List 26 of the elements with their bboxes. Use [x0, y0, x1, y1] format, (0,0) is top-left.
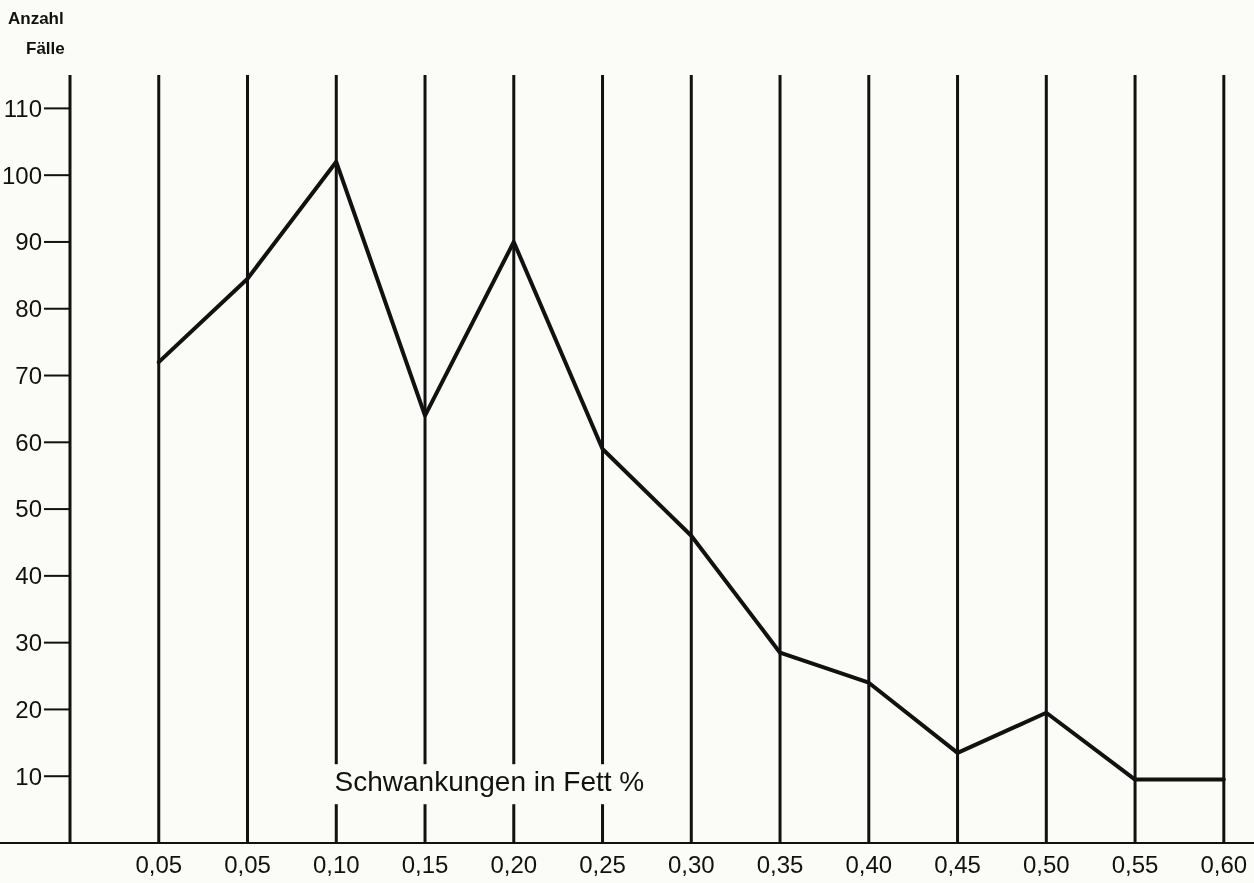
- x-axis-title: Schwankungen in Fett %: [334, 766, 645, 798]
- x-tick-label: 0,50: [1022, 851, 1070, 878]
- y-tick-label: 60: [15, 428, 42, 456]
- y-axis-title: Anzahl Fälle: [8, 9, 65, 58]
- x-tick-label: 0,20: [490, 851, 538, 878]
- x-tick-label: 0,30: [667, 851, 715, 878]
- x-tick-label: 0,15: [401, 851, 449, 878]
- y-tick-label: 10: [15, 762, 42, 790]
- y-tick-label: 70: [15, 361, 42, 389]
- x-tick-label: 0,05: [224, 851, 271, 878]
- y-tick-label: 30: [15, 629, 42, 657]
- x-tick-label: 0,10: [312, 851, 360, 878]
- x-tick-label: 0,25: [579, 851, 626, 878]
- x-tick-label: 0,55: [1111, 851, 1159, 878]
- x-tick-label: 0,60: [1200, 851, 1248, 878]
- y-tick-label: 20: [15, 695, 42, 723]
- x-tick-label: 0,40: [845, 851, 893, 878]
- y-tick-label: 80: [15, 295, 42, 323]
- x-tick-label: 0,45: [934, 851, 981, 878]
- x-tick-label: 0,05: [135, 851, 183, 878]
- y-tick-label: 100: [1, 161, 42, 189]
- y-tick-label: 110: [3, 94, 42, 122]
- y-tick-label: 40: [15, 562, 42, 590]
- x-tick-label: 0,35: [756, 851, 804, 878]
- y-tick-label: 50: [15, 495, 42, 523]
- y-tick-label: 90: [15, 228, 42, 256]
